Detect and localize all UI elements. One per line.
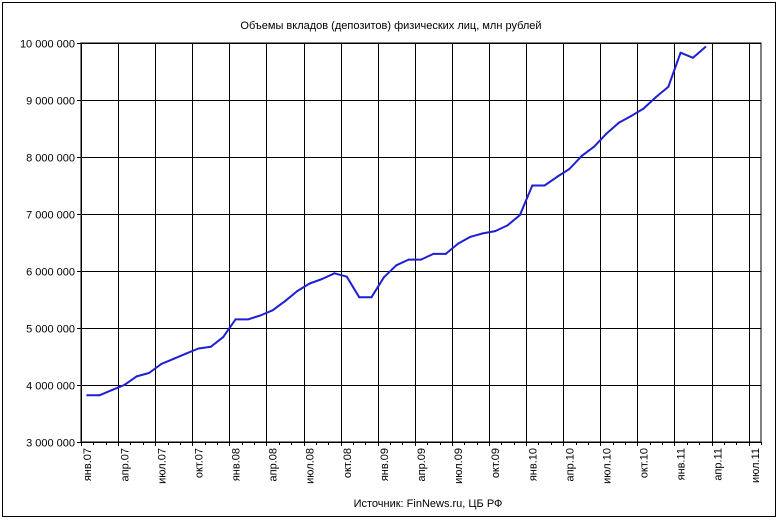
data-point (667, 85, 670, 88)
data-point (358, 296, 361, 299)
data-point (246, 318, 249, 321)
x-tick-label: июл.08 (305, 448, 317, 484)
y-axis-ticks: 3 000 000 4 000 000 5 000 000 6 000 000 7 00… (20, 39, 81, 450)
data-point (333, 272, 336, 275)
data-point (271, 309, 274, 312)
data-point (160, 362, 163, 365)
data-point (86, 394, 89, 397)
x-tick-label: июл.11 (750, 448, 762, 483)
data-point (605, 132, 608, 135)
data-point (259, 314, 262, 317)
data-point (692, 56, 694, 59)
data-point (469, 235, 472, 238)
y-tick-label: 4 000 000 (26, 381, 75, 393)
x-tick-label: янв.11 (676, 448, 688, 480)
data-point (457, 242, 460, 245)
data-point (407, 258, 410, 261)
x-tick-label: янв.08 (231, 448, 243, 481)
data-point (172, 357, 175, 360)
x-tick-label: апр.09 (416, 448, 428, 481)
x-tick-label: янв.07 (82, 448, 94, 481)
data-point (444, 252, 447, 255)
data-point (382, 276, 385, 279)
source-note: Источник: FinNews.ru, ЦБ РФ (354, 498, 503, 510)
data-point (370, 296, 373, 299)
chart-title: Объемы вкладов (депозитов) физических ли… (240, 20, 541, 32)
data-point (321, 278, 324, 280)
data-point (284, 300, 286, 303)
data-point (617, 121, 620, 124)
data-point (568, 168, 571, 170)
data-point (506, 224, 509, 227)
data-point (308, 282, 311, 285)
data-point (110, 389, 113, 392)
data-point (531, 184, 534, 187)
x-tick-label: окт.07 (193, 448, 205, 478)
series-layer (86, 46, 707, 397)
y-tick-label: 3 000 000 (26, 438, 75, 450)
data-point (432, 252, 435, 255)
data-point (518, 214, 521, 217)
data-point (209, 345, 212, 348)
y-tick-label: 8 000 000 (26, 153, 75, 165)
x-tick-label: апр.10 (564, 448, 576, 481)
data-point (197, 347, 200, 350)
data-point (222, 336, 225, 339)
data-point (345, 275, 348, 278)
data-point (135, 375, 138, 378)
x-tick-label: апр.11 (713, 448, 725, 481)
data-point (296, 290, 299, 292)
x-tick-label: июл.09 (453, 448, 465, 484)
x-tick-label: окт.08 (342, 448, 354, 478)
line-chart: Объемы вкладов (депозитов) физических ли… (20, 20, 762, 510)
data-point (148, 372, 150, 374)
x-tick-label: янв.09 (379, 448, 391, 481)
data-point (630, 115, 633, 117)
y-tick-label: 5 000 000 (26, 324, 75, 336)
x-axis-ticks: янв.07 апр.07 июл.07 окт.07 янв.08 апр.08 июл.… (81, 442, 762, 484)
y-tick-label: 9 000 000 (26, 96, 75, 108)
data-point (642, 107, 645, 110)
y-tick-label: 10 000 000 (20, 39, 75, 51)
x-tick-label: окт.09 (490, 448, 502, 478)
grid-lines (81, 43, 761, 446)
y-tick-label: 6 000 000 (26, 267, 75, 279)
data-point (494, 230, 497, 233)
data-point (123, 384, 126, 386)
data-point (185, 352, 188, 355)
data-point (704, 46, 707, 48)
data-point (593, 145, 596, 148)
data-point (420, 258, 422, 261)
data-point (679, 51, 682, 54)
data-point (98, 394, 101, 397)
y-tick-label: 7 000 000 (26, 210, 75, 222)
data-point (580, 154, 583, 157)
plot-area (80, 42, 762, 443)
x-tick-label: янв.10 (527, 448, 539, 481)
data-point (395, 264, 398, 267)
x-tick-label: окт.10 (639, 448, 651, 478)
data-point (556, 175, 558, 178)
x-tick-label: апр.08 (268, 448, 280, 481)
x-tick-label: июл.10 (601, 448, 613, 484)
x-tick-label: апр.07 (119, 448, 131, 481)
data-point (234, 318, 237, 321)
data-point (481, 232, 484, 235)
data-point (654, 96, 657, 99)
x-tick-label: июл.07 (156, 448, 168, 484)
data-point (543, 184, 546, 187)
